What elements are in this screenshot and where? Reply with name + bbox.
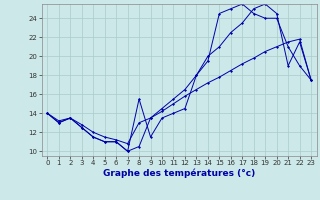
X-axis label: Graphe des températures (°c): Graphe des températures (°c) <box>103 169 255 178</box>
